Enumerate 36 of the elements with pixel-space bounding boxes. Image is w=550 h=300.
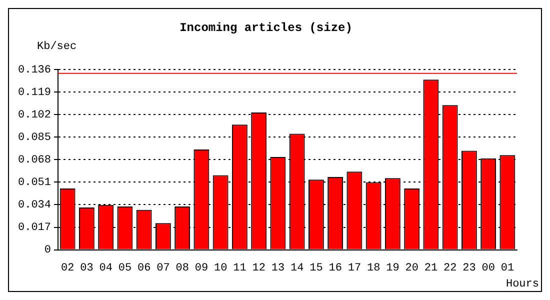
- x-tick-label: 19: [386, 262, 400, 274]
- x-axis-title: Hours: [506, 278, 539, 290]
- y-tick-label: 0.017: [18, 222, 52, 234]
- y-axis-title: Kb/sec: [37, 40, 77, 53]
- x-tick-label: 09: [194, 262, 208, 274]
- x-tick-label: 12: [252, 262, 266, 274]
- x-tick-label: 08: [176, 262, 189, 274]
- x-tick-label: 10: [214, 262, 228, 274]
- y-tick-label: 0: [44, 244, 52, 257]
- x-tick-label: 16: [328, 262, 342, 274]
- x-tick-label: 21: [424, 262, 438, 274]
- x-tick-label: 01: [500, 262, 514, 274]
- x-tick-label: 05: [118, 262, 132, 274]
- y-tick-label: 0.136: [18, 64, 52, 76]
- x-tick-label: 18: [366, 262, 380, 274]
- x-tick-label: 11: [233, 262, 247, 274]
- x-tick-label: 14: [290, 262, 304, 274]
- x-tick-label: 07: [156, 262, 170, 274]
- x-tick-label: 20: [405, 262, 418, 274]
- y-tick-label: 0.034: [18, 200, 52, 212]
- x-tick-label: 23: [462, 262, 476, 274]
- y-tick-label: 0.102: [18, 109, 52, 122]
- x-tick-label: 17: [348, 262, 362, 274]
- x-tick-label: 02: [60, 262, 74, 274]
- x-tick-label: 15: [310, 262, 323, 274]
- x-tick-label: 06: [137, 262, 151, 274]
- x-tick-label: 03: [80, 262, 94, 274]
- y-tick-label: 0.085: [18, 132, 52, 144]
- x-tick-label: 04: [99, 262, 113, 274]
- chart-title: Incoming articles (size): [180, 21, 352, 36]
- y-tick-label: 0.068: [18, 154, 52, 167]
- x-tick-label: 22: [443, 262, 457, 274]
- x-tick-label: 00: [482, 262, 495, 274]
- y-tick-label: 0.119: [18, 86, 52, 99]
- x-tick-label: 13: [271, 262, 285, 274]
- y-tick-label: 0.051: [18, 177, 52, 190]
